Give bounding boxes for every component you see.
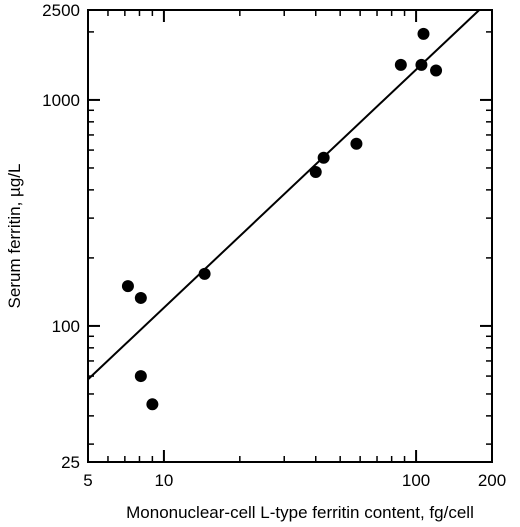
data-point <box>394 58 407 71</box>
major-ticks <box>87 9 493 463</box>
minor-ticks <box>88 10 492 462</box>
data-point <box>134 370 147 383</box>
y-axis-label: Serum ferritin, µg/L <box>5 164 24 309</box>
x-tick-label: 200 <box>478 471 506 490</box>
y-tick-label: 2500 <box>42 1 80 20</box>
x-tick-label: 100 <box>402 471 430 490</box>
data-point <box>317 151 330 164</box>
data-point <box>430 64 443 77</box>
y-tick-label: 100 <box>52 317 80 336</box>
data-point <box>134 291 147 304</box>
y-tick-label: 25 <box>61 453 80 472</box>
data-point <box>121 280 134 293</box>
data-point <box>417 27 430 40</box>
x-tick-label: 5 <box>83 471 92 490</box>
data-point <box>415 58 428 71</box>
x-axis-label: Mononuclear-cell L-type ferritin content… <box>126 503 474 522</box>
data-point <box>350 137 363 150</box>
data-points <box>121 27 443 411</box>
plot-frame <box>87 9 493 463</box>
data-point <box>198 267 211 280</box>
regression-line <box>87 9 480 381</box>
data-point <box>309 165 322 178</box>
tick-labels: 5 10 100 200 25 100 1000 2500 <box>42 1 506 490</box>
data-point <box>146 398 159 411</box>
x-tick-label: 10 <box>154 471 173 490</box>
y-tick-label: 1000 <box>42 91 80 110</box>
